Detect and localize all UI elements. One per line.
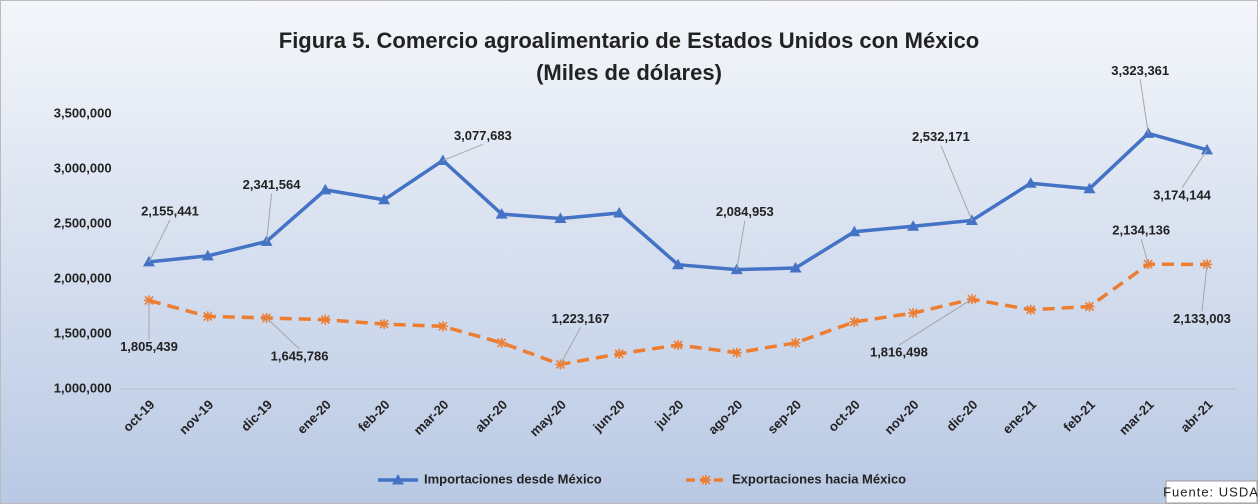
point-marker [1083, 182, 1096, 194]
marker-stroke [673, 340, 683, 350]
point-marker [1025, 304, 1036, 315]
marker-stroke [614, 349, 624, 359]
data-label: 2,084,953 [716, 204, 774, 219]
marker-stroke [438, 321, 448, 331]
marker-stroke [320, 315, 330, 325]
marker-stroke [849, 317, 859, 327]
y-tick-label: 2,500,000 [54, 215, 112, 230]
point-marker [907, 220, 920, 231]
point-marker [790, 337, 801, 348]
point-marker [1084, 301, 1095, 312]
legend-label: Importaciones desde México [424, 471, 602, 486]
data-label: 3,323,361 [1111, 63, 1169, 78]
leader-line [148, 219, 171, 263]
leader-line [1140, 239, 1149, 265]
data-label: 2,133,003 [1173, 311, 1231, 326]
point-marker [436, 154, 449, 165]
point-marker [614, 348, 625, 359]
legend-label: Exportaciones hacia México [732, 471, 906, 486]
point-marker [379, 319, 390, 330]
point-marker [908, 308, 919, 319]
leader-line [266, 317, 300, 350]
marker-stroke [701, 475, 711, 485]
point-marker [437, 321, 448, 332]
point-marker [319, 183, 332, 195]
point-marker [201, 249, 214, 261]
data-label: 2,341,564 [243, 177, 302, 192]
marker-stroke [790, 338, 801, 348]
y-tick-label: 3,000,000 [54, 160, 112, 175]
point-marker [320, 314, 331, 325]
leader-line [1181, 149, 1208, 189]
point-marker [554, 212, 567, 223]
leader-line [1201, 264, 1208, 312]
point-marker [496, 337, 507, 348]
source: Fuente: USDA [1163, 484, 1258, 499]
marker-stroke [908, 308, 918, 318]
point-marker [731, 347, 742, 358]
y-tick-label: 1,500,000 [54, 325, 112, 340]
point-marker [672, 258, 684, 270]
marker-stroke [1084, 301, 1095, 312]
data-label: 2,155,441 [141, 203, 199, 218]
point-marker [848, 225, 861, 237]
point-marker [392, 474, 404, 485]
data-label: 3,077,683 [454, 128, 512, 143]
point-marker [495, 208, 508, 219]
point-marker [701, 475, 711, 485]
y-tick-label: 1,000,000 [54, 380, 112, 395]
marker-stroke [732, 348, 742, 358]
source-box [1165, 480, 1258, 504]
point-marker [613, 207, 626, 218]
marker-stroke [379, 319, 389, 329]
leader-line [736, 220, 746, 270]
leader-line [266, 193, 273, 242]
data-label: 2,134,136 [1112, 223, 1170, 238]
data-label: 3,174,144 [1153, 187, 1212, 202]
leader-line [442, 143, 484, 161]
data-label: 1,816,498 [870, 345, 928, 360]
data-label: 1,223,167 [552, 311, 610, 326]
chart-subtitle: (Miles de dólares) [536, 60, 722, 85]
point-marker [789, 262, 802, 273]
point-marker [673, 340, 683, 350]
y-tick-label: 2,000,000 [54, 270, 112, 285]
point-marker [202, 311, 213, 322]
marker-stroke [497, 338, 507, 348]
point-marker [1201, 143, 1214, 155]
data-label: 1,805,439 [120, 339, 178, 354]
point-marker [849, 316, 860, 327]
point-marker [1024, 177, 1037, 188]
marker-stroke [1026, 305, 1036, 315]
leader-line [1139, 79, 1149, 134]
point-marker [378, 193, 391, 205]
leader-line [940, 145, 973, 221]
leader-line [560, 327, 581, 365]
y-tick-label: 3,500,000 [54, 105, 112, 120]
marker-stroke [203, 311, 213, 321]
chart-title: Figura 5. Comercio agroalimentario de Es… [279, 28, 980, 53]
data-label: 2,532,171 [912, 129, 970, 144]
leader-line [898, 298, 973, 346]
data-label: 1,645,786 [271, 348, 329, 363]
